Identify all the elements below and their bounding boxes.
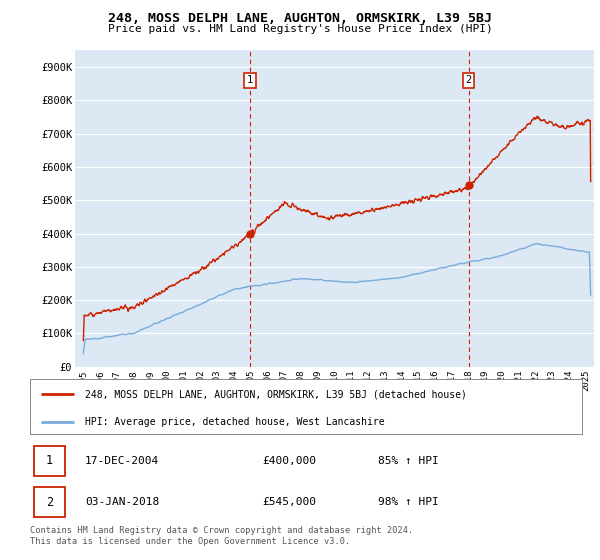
Text: 98% ↑ HPI: 98% ↑ HPI xyxy=(378,497,439,507)
Text: £545,000: £545,000 xyxy=(262,497,316,507)
Text: 2: 2 xyxy=(466,76,472,85)
Text: £400,000: £400,000 xyxy=(262,456,316,465)
Text: 248, MOSS DELPH LANE, AUGHTON, ORMSKIRK, L39 5BJ: 248, MOSS DELPH LANE, AUGHTON, ORMSKIRK,… xyxy=(108,12,492,25)
Text: 85% ↑ HPI: 85% ↑ HPI xyxy=(378,456,439,465)
Text: 2: 2 xyxy=(46,496,53,508)
Text: 1: 1 xyxy=(46,454,53,467)
Text: 03-JAN-2018: 03-JAN-2018 xyxy=(85,497,160,507)
Text: 1: 1 xyxy=(247,76,253,85)
Text: Price paid vs. HM Land Registry's House Price Index (HPI): Price paid vs. HM Land Registry's House … xyxy=(107,24,493,34)
Text: 17-DEC-2004: 17-DEC-2004 xyxy=(85,456,160,465)
Text: Contains HM Land Registry data © Crown copyright and database right 2024.
This d: Contains HM Land Registry data © Crown c… xyxy=(30,526,413,546)
Bar xyxy=(34,487,65,517)
Text: HPI: Average price, detached house, West Lancashire: HPI: Average price, detached house, West… xyxy=(85,417,385,427)
Text: 248, MOSS DELPH LANE, AUGHTON, ORMSKIRK, L39 5BJ (detached house): 248, MOSS DELPH LANE, AUGHTON, ORMSKIRK,… xyxy=(85,390,467,399)
Bar xyxy=(34,446,65,475)
